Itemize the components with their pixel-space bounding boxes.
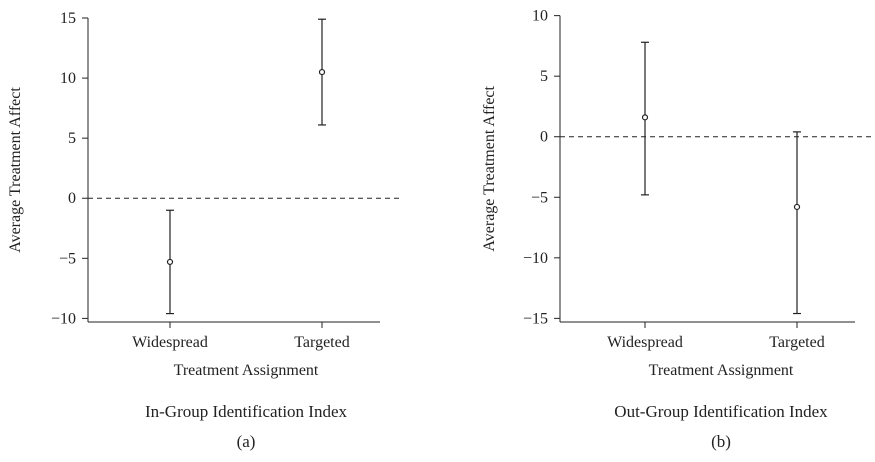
y-tick-label: −5 bbox=[531, 189, 548, 206]
x-tick-label: Targeted bbox=[769, 334, 824, 351]
panel-a: −10 −5 0 5 10 15 Widespread Targeted Treatmen… bbox=[7, 10, 400, 451]
y-tick-label: 5 bbox=[68, 130, 76, 147]
y-tick-label: −10 bbox=[523, 250, 548, 267]
y-axis-label: Average Treatment Affect bbox=[481, 85, 498, 251]
panel-sublabel: (b) bbox=[711, 432, 731, 451]
x-axis-label: Treatment Assignment bbox=[649, 362, 794, 379]
x-tick-label: Widespread bbox=[607, 334, 683, 351]
panel-b: −15 −10 −5 0 5 10 Widespread Targeted Treatme… bbox=[481, 8, 875, 451]
point-estimate bbox=[793, 203, 801, 211]
y-axis-label: Average Treatment Affect bbox=[7, 87, 24, 253]
y-axis-ticks: −10 −5 0 5 10 15 bbox=[51, 10, 323, 328]
y-tick-label: 10 bbox=[60, 70, 76, 87]
y-tick-label: 10 bbox=[532, 8, 548, 25]
y-tick-label: −10 bbox=[51, 310, 76, 327]
point-estimate bbox=[641, 114, 649, 121]
y-tick-label: 5 bbox=[540, 68, 548, 85]
x-axis-label: Treatment Assignment bbox=[174, 362, 319, 379]
point-estimate bbox=[318, 68, 326, 76]
y-axis-ticks: −15 −10 −5 0 5 10 bbox=[523, 8, 798, 328]
error-bars bbox=[166, 18, 326, 315]
x-tick-label: Widespread bbox=[132, 334, 208, 351]
panel-caption: Out-Group Identification Index bbox=[614, 402, 828, 421]
panel-caption: In-Group Identification Index bbox=[145, 402, 348, 421]
y-tick-label: −15 bbox=[523, 310, 548, 327]
point-estimate bbox=[166, 258, 174, 266]
y-tick-label: 0 bbox=[540, 129, 548, 146]
y-tick-label: −5 bbox=[59, 250, 76, 267]
y-tick-label: 15 bbox=[60, 10, 76, 27]
panel-sublabel: (a) bbox=[237, 432, 256, 451]
x-tick-label: Targeted bbox=[294, 334, 349, 351]
y-tick-label: 0 bbox=[68, 190, 76, 207]
error-bars bbox=[641, 41, 801, 315]
